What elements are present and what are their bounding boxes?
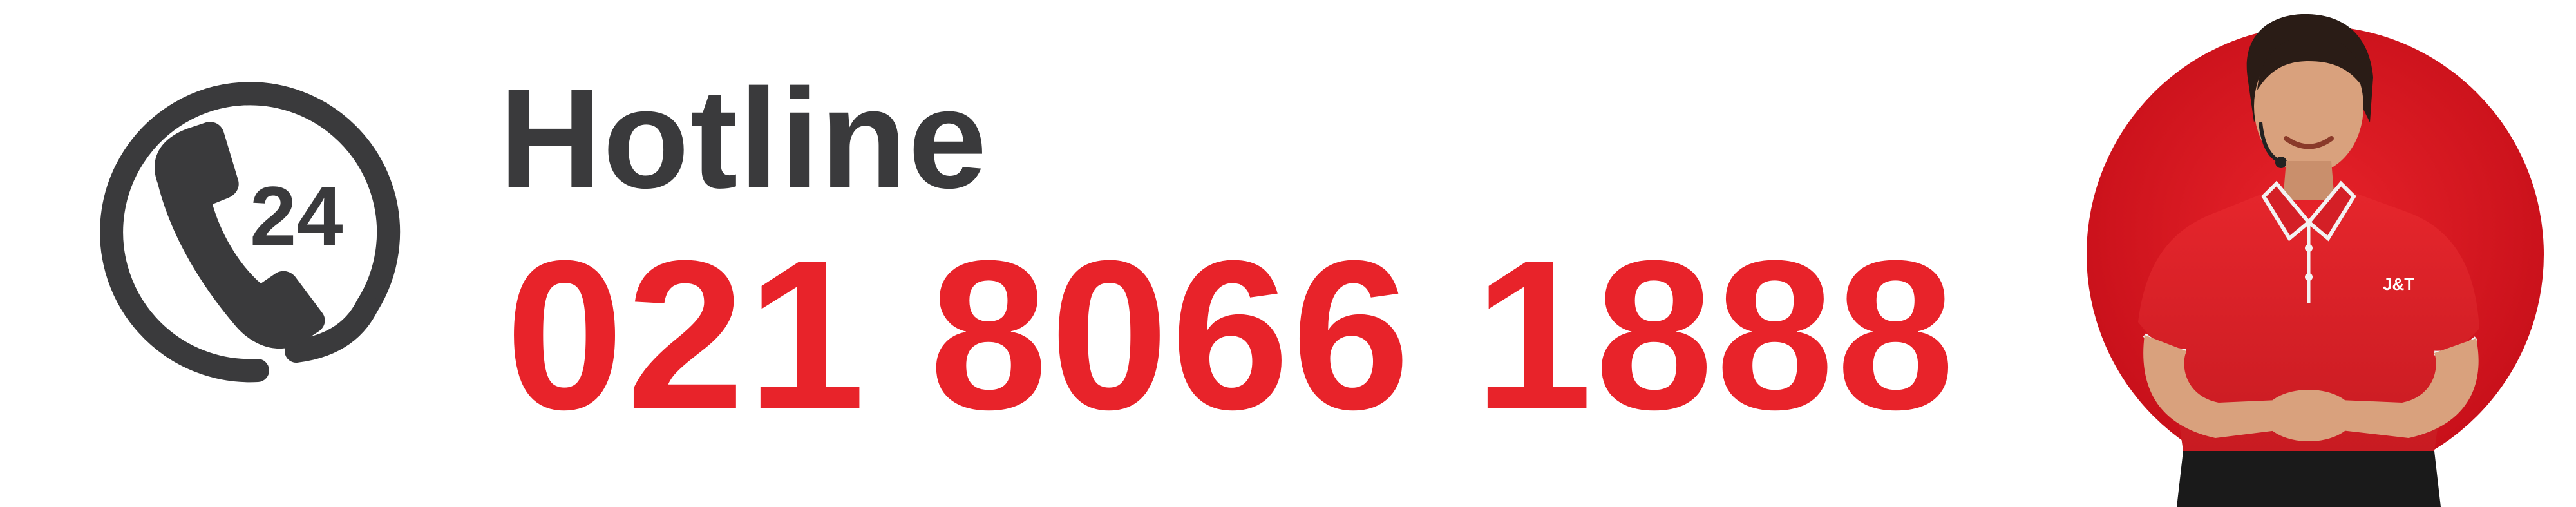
shirt-logo: J&T [2383,274,2414,294]
agent-photo: J&T [2048,0,2563,507]
hotline-number[interactable]: 021 8066 1888 [506,216,1958,454]
agent-face [2254,39,2363,174]
agent-shirt [2138,187,2479,451]
icon-badge-24: 24 [250,169,343,263]
hotline-label: Hotline [499,59,989,218]
phone-24-icon: 24 [84,61,419,396]
